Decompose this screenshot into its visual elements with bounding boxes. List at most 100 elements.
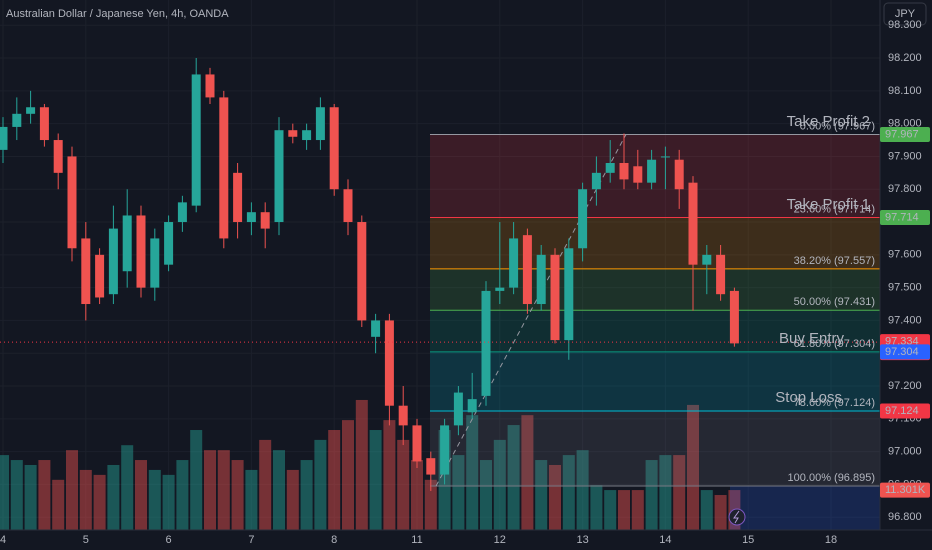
- volume-bar: [52, 479, 65, 530]
- volume-bar: [259, 439, 272, 530]
- volume-bar: [397, 439, 410, 530]
- y-tick-label: 97.600: [888, 249, 922, 261]
- volume-bar: [424, 479, 437, 530]
- candle-body: [633, 166, 643, 183]
- candle-body: [371, 320, 381, 337]
- volume-bar: [93, 474, 106, 530]
- candle-body: [191, 74, 201, 206]
- annotation: Take Profit 1: [787, 196, 870, 213]
- volume-bar: [411, 460, 423, 530]
- volume-tag-label: 11.301K: [885, 484, 926, 496]
- candle-body: [315, 107, 325, 141]
- fib-label: 23.60% (97.714): [794, 203, 875, 215]
- x-tick-label: 5: [83, 534, 89, 546]
- price-tag: [880, 126, 930, 142]
- volume-bar: [231, 460, 244, 530]
- event-icon[interactable]: [728, 508, 746, 526]
- event-icon[interactable]: [733, 510, 740, 524]
- volume-bar: [562, 455, 575, 530]
- x-tick-label: 11: [411, 534, 422, 546]
- fib-label: 50.00% (97.431): [794, 296, 875, 308]
- candle-body: [67, 156, 77, 249]
- fib-trend: [435, 134, 627, 487]
- candle-body: [495, 287, 505, 291]
- y-tick-label: 97.500: [888, 282, 922, 294]
- currency-button[interactable]: [883, 2, 927, 26]
- volume-bar: [107, 464, 120, 530]
- x-tick-label: 4: [0, 534, 6, 546]
- volume-bar: [342, 420, 354, 530]
- candle-body: [329, 107, 339, 190]
- volume-bar: [576, 450, 589, 530]
- volume-bar: [176, 460, 189, 530]
- volume-bar: [300, 460, 313, 530]
- candle-body: [716, 254, 726, 295]
- candle-body: [12, 113, 22, 127]
- candle-body: [108, 228, 118, 295]
- y-tick-label: 97.800: [888, 183, 922, 195]
- y-tick-label: 97.400: [888, 314, 922, 326]
- candle-body: [26, 107, 36, 114]
- candle-body: [729, 290, 739, 344]
- candle-body: [453, 392, 463, 426]
- candle-body: [605, 163, 615, 173]
- x-tick-label: 18: [825, 534, 837, 546]
- candle-body: [95, 254, 105, 298]
- candle-body: [53, 140, 63, 173]
- position-zone: [730, 486, 880, 530]
- x-tick-label: 14: [659, 534, 671, 546]
- volume-bar: [535, 460, 548, 530]
- candle-body: [343, 189, 353, 223]
- volume-bar: [383, 420, 396, 530]
- candle-body: [302, 130, 312, 141]
- candle-body: [274, 130, 284, 223]
- y-tick-label: 98.200: [888, 52, 922, 64]
- volume-bar: [204, 450, 216, 530]
- candle-body: [702, 254, 712, 265]
- candle-body: [164, 222, 174, 265]
- volume-bar: [245, 469, 258, 530]
- fib-band: [430, 310, 880, 352]
- fib-band: [430, 217, 880, 269]
- candle-body: [522, 235, 532, 305]
- candle-body: [426, 458, 436, 475]
- candle-body: [0, 126, 8, 150]
- y-tick-label: 98.100: [888, 85, 922, 97]
- volume-bar: [604, 490, 617, 530]
- x-tick-label: 15: [742, 534, 754, 546]
- fib-label: 38.20% (97.557): [794, 255, 875, 267]
- candle-body: [136, 215, 146, 288]
- annotation: Take Profit 2: [787, 113, 870, 130]
- volume-bar: [369, 430, 382, 530]
- volume-bar: [273, 450, 285, 530]
- volume-bar: [590, 485, 603, 530]
- annotation: Stop Loss: [775, 389, 842, 406]
- volume-bar: [618, 490, 630, 530]
- candle-body: [619, 163, 629, 180]
- candle-body: [219, 97, 229, 239]
- volume-bar: [148, 469, 161, 530]
- candle-body: [288, 130, 298, 137]
- candle-body: [688, 182, 698, 265]
- volume-bar: [10, 460, 23, 530]
- candle-body: [536, 254, 546, 305]
- candle-body: [660, 156, 670, 158]
- fib-label: 100.00% (96.895): [788, 472, 875, 484]
- y-tick-label: 97.000: [888, 446, 922, 458]
- volume-bar: [24, 464, 37, 530]
- volume-bar: [135, 460, 147, 530]
- volume-bar: [314, 439, 327, 530]
- fib-band: [430, 268, 880, 311]
- x-tick-label: 7: [248, 534, 254, 546]
- y-tick-label: 98.300: [888, 19, 922, 31]
- price-tag: [880, 403, 930, 419]
- volume-bar: [0, 455, 9, 530]
- price-tag-label: 97.714: [885, 211, 919, 223]
- volume-bar: [38, 460, 51, 530]
- volume-bar: [328, 430, 341, 530]
- candle-body: [205, 74, 215, 98]
- volume-bar: [190, 430, 203, 530]
- currency[interactable]: JPY: [895, 8, 916, 20]
- volume-bar: [480, 460, 492, 530]
- candle-body: [177, 202, 187, 223]
